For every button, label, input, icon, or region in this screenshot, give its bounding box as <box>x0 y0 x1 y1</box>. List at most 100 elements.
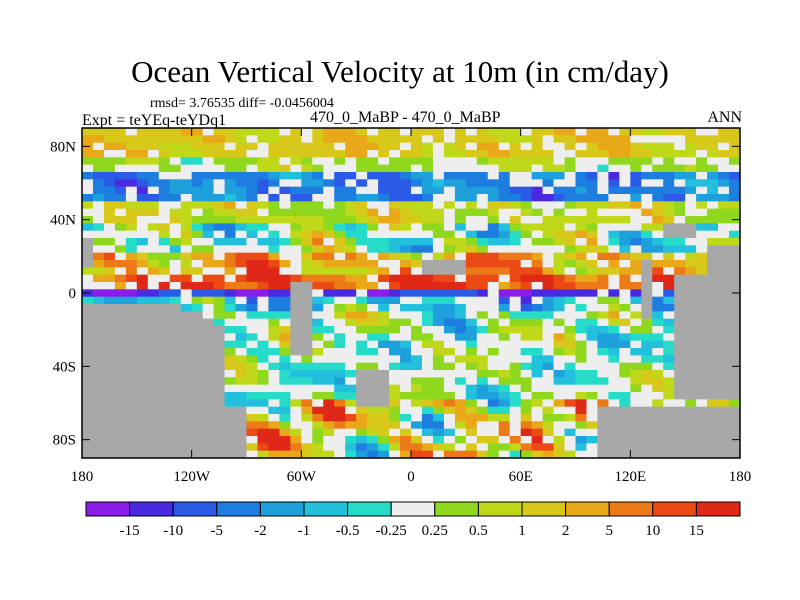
map-cell <box>356 186 368 195</box>
map-cell <box>158 326 171 334</box>
map-cell <box>147 230 160 239</box>
map-cell <box>389 362 401 371</box>
map-cell <box>696 296 708 305</box>
map-cell <box>103 370 116 378</box>
map-cell <box>136 274 149 283</box>
map-cell <box>268 245 280 254</box>
map-cell <box>421 362 434 371</box>
map-cell <box>476 370 489 378</box>
map-cell <box>454 223 467 232</box>
map-cell <box>685 135 697 144</box>
map-cell <box>707 289 719 298</box>
map-cell <box>641 172 653 180</box>
map-cell <box>652 194 664 202</box>
map-cell <box>476 135 489 144</box>
map-cell <box>432 348 445 356</box>
map-cell <box>334 282 346 290</box>
map-cell <box>553 311 565 320</box>
map-cell <box>421 304 434 312</box>
map-cell <box>82 208 94 217</box>
map-cell <box>575 260 587 268</box>
map-cell <box>608 428 620 437</box>
map-cell <box>520 208 533 217</box>
map-cell <box>564 282 576 290</box>
map-cell <box>707 223 719 232</box>
map-cell <box>718 348 730 356</box>
map-cell <box>443 194 456 202</box>
map-cell <box>136 348 149 356</box>
map-cell <box>597 252 609 261</box>
map-cell <box>575 318 587 327</box>
map-cell <box>542 245 554 254</box>
map-cell <box>356 296 368 305</box>
map-cell <box>268 362 280 371</box>
map-cell <box>213 377 225 386</box>
map-cell <box>432 150 445 158</box>
map-cell <box>564 296 576 305</box>
map-cell <box>542 216 554 224</box>
map-cell <box>169 260 182 268</box>
map-cell <box>125 384 138 393</box>
map-cell <box>619 340 631 349</box>
map-cell <box>465 157 478 166</box>
map-cell <box>257 223 269 232</box>
map-cell <box>597 370 609 378</box>
map-cell <box>729 128 740 136</box>
map-cell <box>674 348 686 356</box>
map-cell <box>257 230 269 239</box>
map-cell <box>707 296 719 305</box>
map-cell <box>367 216 379 224</box>
map-cell <box>213 186 225 195</box>
map-cell <box>520 201 533 210</box>
map-cell <box>454 245 467 254</box>
map-cell <box>246 340 258 349</box>
map-cell <box>696 355 708 364</box>
map-cell <box>641 282 653 290</box>
map-cell <box>378 186 390 195</box>
map-cell <box>641 194 653 202</box>
map-cell <box>279 194 291 202</box>
map-cell <box>224 421 236 430</box>
map-cell <box>411 282 423 290</box>
map-cell <box>509 414 522 422</box>
map-cell <box>443 362 456 371</box>
map-cell <box>191 164 204 173</box>
map-cell <box>400 282 412 290</box>
map-cell <box>465 450 478 458</box>
map-cell <box>378 311 390 320</box>
map-cell <box>312 377 324 386</box>
map-cell <box>367 436 379 444</box>
map-cell <box>103 289 116 298</box>
map-cell <box>707 128 719 136</box>
map-cell <box>432 406 445 415</box>
map-cell <box>520 164 533 173</box>
map-cell <box>465 252 478 261</box>
map-cell <box>553 355 565 364</box>
map-cell <box>531 355 543 364</box>
map-cell <box>542 384 554 393</box>
map-cell <box>301 230 313 239</box>
map-cell <box>575 450 587 458</box>
map-cell <box>454 238 467 246</box>
map-cell <box>147 260 160 268</box>
map-cell <box>257 135 269 144</box>
map-cell <box>82 414 94 422</box>
map-cell <box>542 421 554 430</box>
map-cell <box>147 443 160 452</box>
map-cell <box>103 201 116 210</box>
x-tick-label: 60E <box>509 469 533 485</box>
map-cell <box>114 128 127 136</box>
map-cell <box>454 208 467 217</box>
map-cell <box>92 252 105 261</box>
map-cell <box>641 318 653 327</box>
map-cell <box>169 450 182 458</box>
map-cell <box>641 135 653 144</box>
map-cell <box>279 216 291 224</box>
map-cell <box>411 164 423 173</box>
map-cell <box>685 230 697 239</box>
map-cell <box>608 362 620 371</box>
map-cell <box>432 450 445 458</box>
map-cell <box>476 128 489 136</box>
map-cell <box>509 282 522 290</box>
map-cell <box>345 326 357 334</box>
